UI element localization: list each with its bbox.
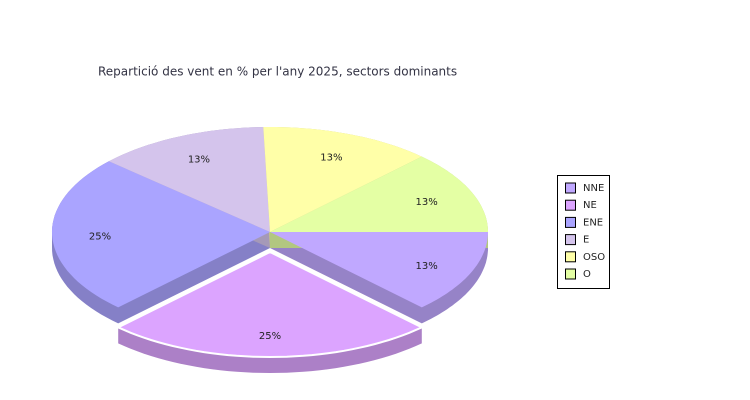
slice: [115, 250, 425, 359]
legend-swatch: [565, 251, 576, 263]
legend-swatch: [565, 182, 576, 194]
legend-swatch: [565, 234, 576, 246]
value-label: 13%: [320, 153, 342, 164]
legend-swatch: [565, 216, 576, 228]
legend-label: O: [583, 269, 591, 280]
legend-label: NE: [583, 200, 597, 211]
legend-label: ENE: [583, 217, 603, 228]
legend-label: NNE: [583, 183, 604, 194]
legend-label: OSO: [583, 252, 605, 263]
slice: [108, 127, 271, 232]
labels: 13% 25% 25% 13% 13% 13%: [89, 153, 438, 342]
slice: [52, 161, 270, 308]
slice: [270, 232, 488, 308]
value-label: 25%: [89, 232, 111, 243]
value-label: 13%: [415, 197, 437, 208]
slice: [263, 127, 422, 232]
legend: NNE NE ENE E OSO O: [565, 182, 605, 280]
legend-label: E: [583, 235, 589, 246]
value-label: 13%: [188, 155, 210, 166]
chart-title: Repartició des vent en % per l'any 2025,…: [98, 65, 457, 79]
slice: [270, 156, 488, 232]
value-label: 25%: [259, 331, 281, 342]
value-label: 13%: [415, 261, 437, 272]
legend-swatch: [565, 268, 576, 280]
tops: [52, 127, 488, 359]
legend-swatch: [565, 199, 576, 211]
